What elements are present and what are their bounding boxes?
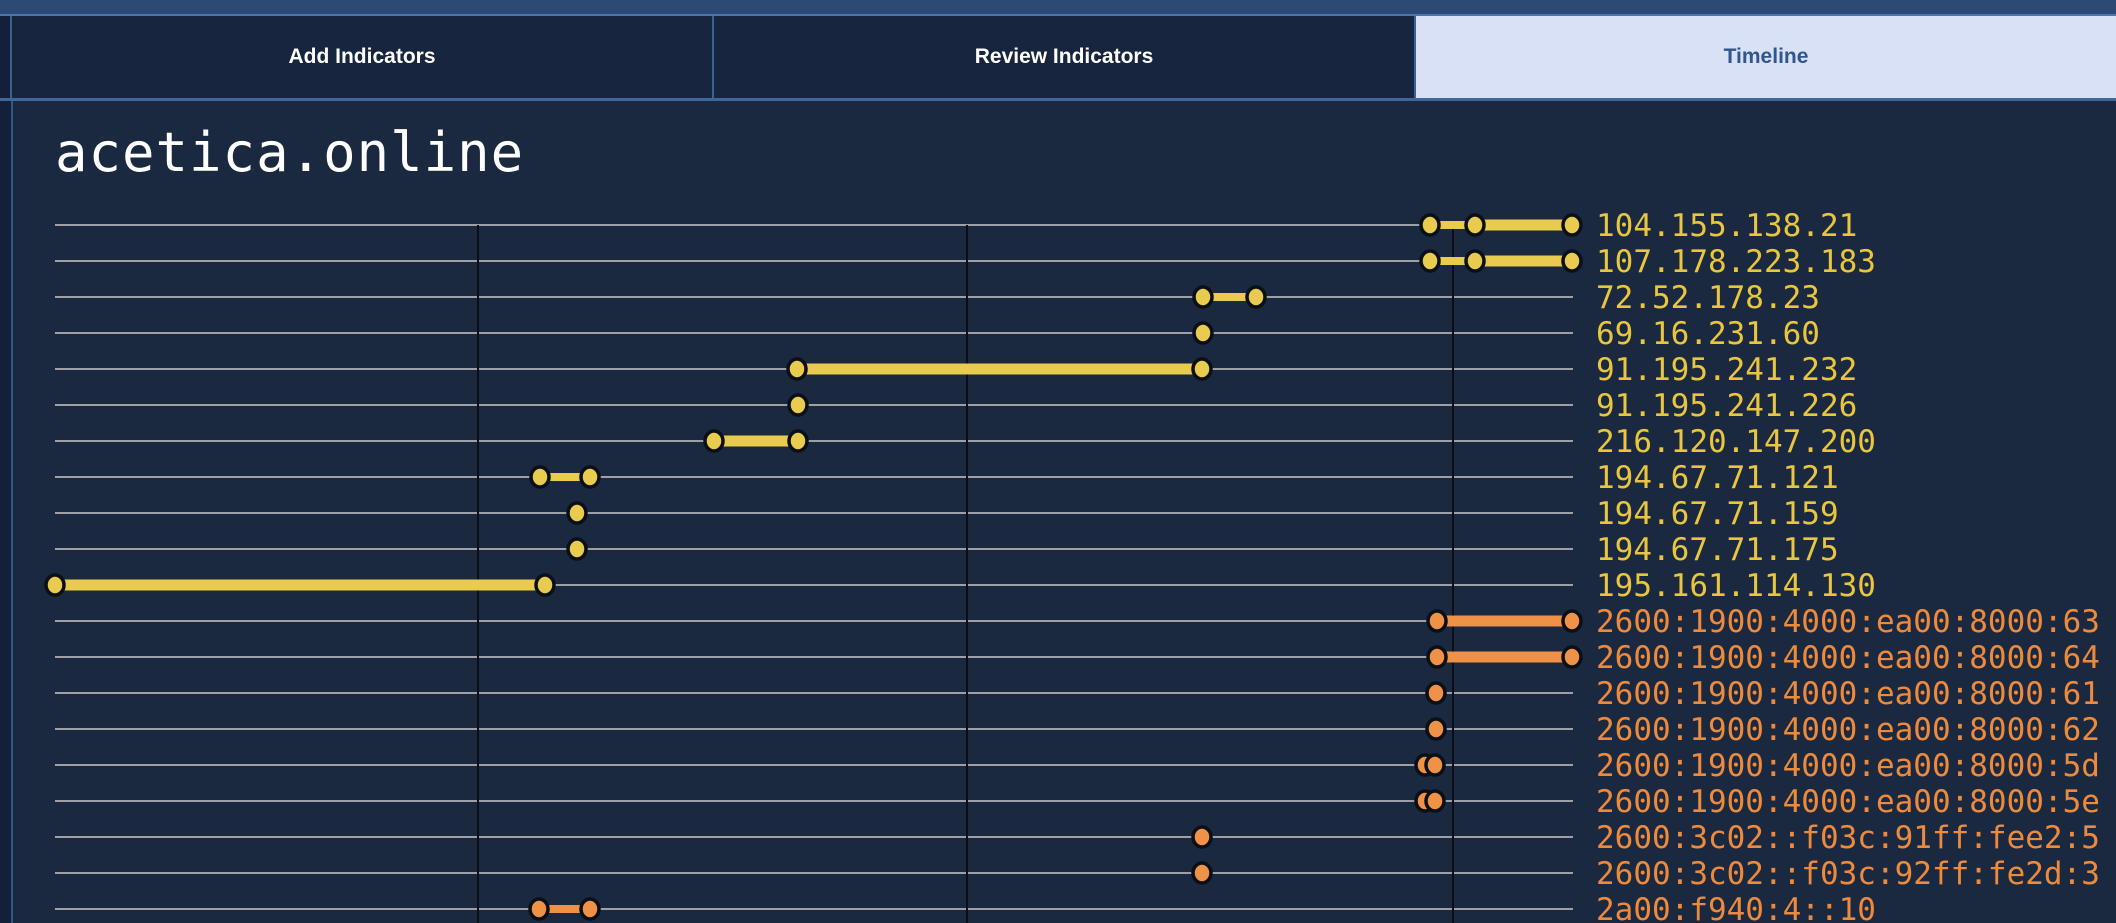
row-label: 2a00:f940:4::10 [1596,892,1876,923]
timeline-dot [1245,285,1267,309]
timeline-bar [1437,615,1572,627]
tab-timeline[interactable]: Timeline [1414,16,2116,98]
timeline-dot [1426,609,1448,633]
row-label: 91.195.241.232 [1596,352,1857,388]
tab-review-indicators-label: Review Indicators [974,45,1154,68]
timeline-bar [540,473,590,481]
timeline-dot [1425,681,1447,705]
tab-add-indicators-label: Add Indicators [288,45,436,68]
timeline-dot [1464,249,1486,273]
timeline-bar [1475,219,1572,231]
timeline-dot [1425,717,1447,741]
timeline-dot [1191,861,1213,885]
timeline-dot [787,429,809,453]
top-accent-bar [0,0,2116,16]
tab-bar: Add Indicators Review Indicators Timelin… [0,16,2116,101]
timeline-dot [1424,753,1446,777]
timeline-dot [566,501,588,525]
timeline-dot [44,573,66,597]
timeline-dot [703,429,725,453]
timeline-dot [1561,249,1583,273]
row-label: 91.195.241.226 [1596,388,1857,424]
row-label: 2600:1900:4000:ea00:8000:5e [1596,784,2100,820]
row-label: 2600:1900:4000:ea00:8000:5d [1596,748,2100,784]
row-label: 194.67.71.121 [1596,460,1839,496]
timeline-dot [1424,789,1446,813]
timeline-bar [1203,293,1256,301]
row-label: 2600:1900:4000:ea00:8000:63 [1596,604,2100,640]
timeline-bar [539,905,590,913]
timeline-bar [1430,257,1475,265]
timeline-dot [1561,645,1583,669]
row-label: 2600:1900:4000:ea00:8000:61 [1596,676,2100,712]
timeline-dot [579,465,601,489]
timeline-dot [1191,357,1213,381]
timeline-dot [1419,213,1441,237]
row-label: 69.16.231.60 [1596,316,1820,352]
timeline-dot [1561,213,1583,237]
timeline-bar [797,363,1202,375]
tab-review-indicators[interactable]: Review Indicators [712,16,1414,98]
row-label: 2600:3c02::f03c:91ff:fee2:5 [1596,820,2100,856]
row-label: 2600:3c02::f03c:92ff:fe2d:3 [1596,856,2100,892]
timeline-dot [1191,825,1213,849]
timeline-bar [1475,255,1572,267]
timeline-dot [528,897,550,921]
row-label: 107.178.223.183 [1596,244,1876,280]
tab-add-indicators[interactable]: Add Indicators [10,16,712,98]
row-label: 2600:1900:4000:ea00:8000:62 [1596,712,2100,748]
timeline-dot [534,573,556,597]
row-label: 2600:1900:4000:ea00:8000:64 [1596,640,2100,676]
timeline-dot [786,357,808,381]
timeline-dot [787,393,809,417]
timeline-dot [1192,321,1214,345]
row-label: 104.155.138.21 [1596,208,1857,244]
row-label: 194.67.71.175 [1596,532,1839,568]
timeline-dot [1192,285,1214,309]
timeline-dot [1419,249,1441,273]
row-label: 216.120.147.200 [1596,424,1876,460]
timeline-dot [529,465,551,489]
timeline-bar [55,579,545,591]
page-title: acetica.online [55,121,525,184]
row-label: 194.67.71.159 [1596,496,1839,532]
timeline-dot [1561,609,1583,633]
timeline-bar [1430,221,1475,229]
timeline-dot [1464,213,1486,237]
timeline-bar [714,435,798,447]
row-label: 72.52.178.23 [1596,280,1820,316]
timeline-dot [1426,645,1448,669]
timeline-dot [566,537,588,561]
timeline-dot [579,897,601,921]
timeline-bar [1437,651,1572,663]
tab-timeline-label: Timeline [1723,45,1809,68]
row-label: 195.161.114.130 [1596,568,1876,604]
